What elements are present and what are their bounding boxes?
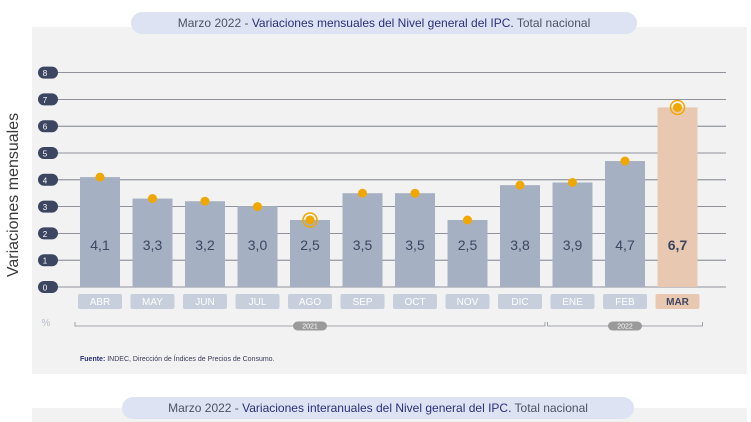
month-pill — [340, 294, 385, 309]
bar — [290, 220, 330, 287]
month-pill — [183, 294, 227, 309]
bar — [447, 220, 488, 287]
bar — [552, 182, 593, 287]
title-main: Variaciones mensuales del Nivel general … — [251, 16, 514, 30]
monthly-chart-title: Marzo 2022 - Variaciones mensuales del N… — [131, 12, 637, 34]
data-point — [463, 215, 472, 225]
y-tick-pill — [38, 227, 58, 240]
y-tick-pill — [38, 120, 58, 133]
y-tick-label: 4 — [43, 176, 48, 185]
title2-main: Variaciones interanuales del Nivel gener… — [242, 401, 512, 415]
bar-value-label: 3,3 — [143, 237, 163, 253]
y-tick-pill — [38, 66, 58, 79]
data-point — [148, 194, 157, 204]
unit-label: % — [42, 318, 51, 329]
y-tick-pill — [38, 147, 58, 159]
data-point — [673, 102, 682, 112]
data-point — [515, 180, 525, 190]
bar-value-label: 4,7 — [615, 237, 635, 253]
month-pill — [603, 294, 647, 309]
y-tick-pill — [38, 281, 58, 293]
source-note: Fuente: INDEC, Dirección de Índices de P… — [80, 356, 275, 363]
source-text: INDEC, Dirección de Índices de Precios d… — [105, 356, 275, 363]
x-tick-label: AGO — [299, 297, 321, 308]
x-tick-label: JUN — [195, 297, 214, 308]
x-tick-label: NOV — [457, 297, 479, 308]
y-tick-label: 7 — [43, 96, 48, 105]
y-tick-label: 6 — [43, 123, 48, 132]
month-pill — [235, 294, 280, 309]
x-tick-label: FEB — [615, 297, 635, 308]
y-tick-pill — [38, 200, 58, 213]
y-tick-label: 0 — [43, 284, 48, 293]
bar — [657, 107, 698, 287]
month-pill — [498, 294, 542, 309]
month-pill — [393, 294, 437, 309]
month-pill — [130, 294, 175, 309]
y-tick-label: 5 — [43, 150, 48, 159]
data-point — [200, 196, 210, 206]
y-tick-label: 3 — [43, 203, 48, 212]
year-pill — [608, 321, 642, 331]
year-label: 2022 — [617, 324, 633, 331]
bar — [237, 206, 278, 287]
data-point — [358, 188, 367, 198]
data-point — [253, 202, 262, 212]
x-tick-label: MAR — [666, 297, 690, 308]
x-tick-label: MAY — [142, 297, 163, 308]
y-tick-label: 8 — [43, 69, 48, 78]
bar — [80, 177, 120, 287]
x-tick-label: DIC — [511, 297, 528, 308]
bar — [605, 161, 645, 287]
data-point — [305, 215, 315, 225]
year-pill — [293, 321, 327, 331]
y-tick-label: 1 — [43, 257, 48, 266]
month-pill — [445, 294, 490, 309]
x-tick-label: ABR — [90, 297, 111, 308]
bar-value-label: 3,0 — [248, 237, 268, 253]
title-prefix: Marzo 2022 - — [177, 16, 252, 30]
x-tick-label: OCT — [404, 297, 425, 308]
year-label: 2021 — [302, 324, 318, 331]
y-tick-label: 2 — [43, 230, 48, 239]
bar — [132, 198, 173, 287]
bar — [342, 193, 383, 287]
x-tick-label: JUL — [249, 297, 267, 308]
title-suffix: Total nacional — [513, 16, 591, 30]
bar-value-label: 3,5 — [405, 237, 425, 253]
data-point — [410, 188, 420, 198]
data-point — [620, 156, 630, 166]
month-pill — [288, 294, 332, 309]
x-tick-label: ENE — [562, 297, 583, 308]
bar — [500, 185, 540, 287]
month-pill — [655, 294, 700, 309]
month-pill — [550, 294, 595, 309]
title2-suffix: Total nacional — [511, 401, 588, 415]
source-label: Fuente: — [80, 356, 106, 363]
bar — [395, 193, 435, 287]
point-ring — [669, 99, 686, 116]
bar-value-label: 6,7 — [668, 237, 688, 253]
bar-value-label: 3,9 — [563, 237, 583, 253]
bar-value-label: 2,5 — [300, 237, 320, 253]
data-point — [95, 172, 105, 182]
bar-value-label: 3,2 — [195, 237, 215, 253]
data-point — [568, 177, 577, 187]
y-tick-pill — [38, 93, 58, 106]
y-tick-pill — [38, 173, 58, 186]
title2-prefix: Marzo 2022 - — [168, 401, 243, 415]
month-pill — [78, 294, 122, 309]
bar-value-label: 4,1 — [90, 237, 110, 253]
x-tick-label: SEP — [352, 297, 372, 308]
bar-value-label: 2,5 — [458, 237, 478, 253]
bar-value-label: 3,5 — [353, 237, 373, 253]
y-tick-pill — [38, 254, 58, 267]
bar-value-label: 3,8 — [510, 237, 530, 253]
annual-chart-title: Marzo 2022 - Variaciones interanuales de… — [122, 397, 634, 419]
point-ring — [302, 212, 318, 228]
bar — [185, 201, 225, 287]
